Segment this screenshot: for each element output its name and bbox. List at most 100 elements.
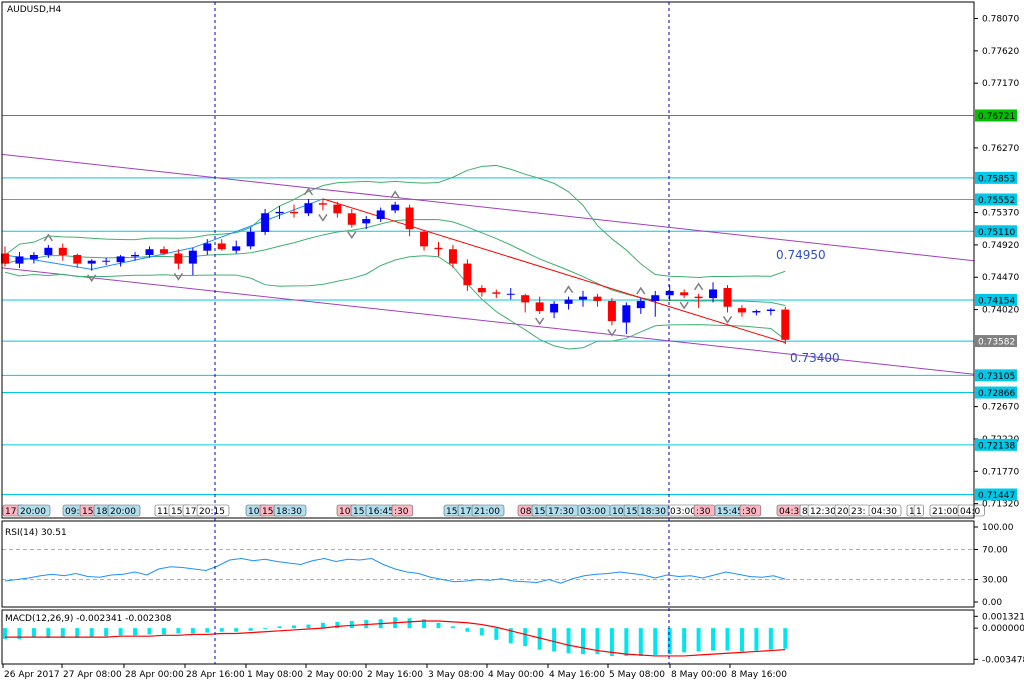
rsi-levels (2, 549, 974, 580)
macd-bar (190, 628, 195, 634)
macd-bar (320, 622, 325, 629)
date-axis[interactable]: 26 Apr 2017 27 Apr 08:00 28 Apr 00:00 28 Ap… (2, 664, 787, 680)
time-tag-text: 10: (248, 507, 262, 517)
macd-bar (595, 628, 600, 655)
time-tag-text: 15: (353, 507, 367, 517)
time-tag-text: 21:00 (474, 507, 500, 517)
macd-bar (118, 628, 123, 636)
price-tick-label: 0.77170 (982, 79, 1019, 89)
price-tick-label: 0.78070 (982, 15, 1019, 25)
candle-body (781, 309, 790, 340)
fractal-down-marker (173, 272, 184, 281)
date-label: 26 Apr 2017 (4, 670, 60, 680)
candle-body (405, 207, 414, 230)
macd-bar (3, 628, 7, 639)
macd-bar (147, 628, 152, 635)
candle-body (275, 211, 284, 214)
time-tag-text: 17: (460, 507, 474, 517)
time-tag-text: 17: (5, 507, 19, 517)
price-tick-label: 0.71320 (982, 500, 1019, 510)
time-tag-text: 18: (96, 507, 110, 517)
time-tag-text: 15: (626, 507, 640, 517)
candle-body (665, 290, 674, 296)
time-tag-text: 15: (262, 507, 276, 517)
candle-body (246, 231, 255, 247)
macd-bar (161, 628, 166, 635)
candles (1, 198, 790, 345)
level-price-text: 0.75110 (978, 228, 1015, 238)
price-tick-label: 0.75370 (982, 209, 1019, 219)
candle-body (333, 204, 342, 214)
time-tag-text: 20 (837, 507, 849, 517)
level-price-text: 0.75853 (978, 174, 1015, 184)
candle-body (261, 213, 270, 232)
fractal-down-marker (679, 301, 689, 310)
candle-body (87, 260, 96, 264)
time-tag-text: 09: (65, 507, 79, 517)
time-tag-text: 10: (612, 507, 626, 517)
macd-bar (277, 626, 282, 629)
candle-body (521, 295, 530, 303)
macd-bar (60, 628, 65, 638)
date-label: 2 May 00:00 (307, 670, 363, 680)
price-tick-label: 0.77620 (982, 47, 1019, 57)
level-price-tag (975, 369, 1017, 382)
time-tag (107, 504, 141, 517)
price-panel[interactable]: AUDUSD,H4 0.74950 0.73400 17: 20:00 09: 15:… (1, 5, 985, 517)
level-price-tag (975, 109, 1017, 122)
macd-bar (335, 621, 340, 629)
rsi-axis[interactable]: 100.00 70.00 30.00 0.00 (974, 523, 1014, 608)
horizontal-levels (2, 114, 974, 495)
time-tag-text: 20:15 (199, 507, 225, 517)
macd-axis[interactable]: 0.001321 0.000000 -0.003478 (974, 612, 1024, 665)
candle-body (766, 309, 775, 312)
rsi-tick-label: 30.00 (982, 576, 1008, 586)
fractal-up-marker (693, 282, 704, 291)
candle-body (217, 243, 226, 250)
channel-upper (1, 153, 975, 262)
candle-body (723, 288, 732, 307)
candle-body (579, 296, 587, 300)
date-label: 4 May 00:00 (488, 670, 544, 680)
macd-label: MACD(12,26,9) -0.002341 -0.002308 (5, 614, 172, 624)
macd-bar (219, 628, 224, 632)
date-label: 28 Apr 16:00 (186, 670, 245, 680)
rsi-panel[interactable]: RSI(14) 30.51 (2, 528, 974, 584)
macd-bar (682, 628, 687, 653)
macd-bar (696, 628, 701, 652)
macd-bar (407, 618, 412, 629)
macd-bar (248, 628, 253, 631)
candle-body (58, 247, 67, 255)
macd-bar (711, 628, 716, 651)
time-tag (471, 504, 505, 517)
time-tag (391, 504, 414, 517)
candle-body (304, 203, 313, 214)
candle-body (477, 288, 486, 293)
candle-body (159, 249, 168, 254)
fractal-up-marker (636, 286, 646, 295)
rsi-tick-label: 100.00 (982, 523, 1014, 533)
macd-bar (739, 628, 744, 652)
price-axis[interactable]: 0.78070 0.77620 0.77170 0.76270 0.75370 0.749… (974, 15, 1019, 510)
time-tag-text: 1 (916, 507, 922, 517)
date-label: 28 Apr 00:00 (125, 670, 184, 680)
time-tag-text: 15:45 (717, 507, 743, 517)
macd-panel[interactable]: MACD(12,26,9) -0.002341 -0.002308 (3, 614, 788, 657)
time-tag-text: 1 (909, 507, 915, 517)
date-label: 8 May 16:00 (731, 670, 787, 680)
time-labels-row: 17: 20:00 09: 15: 18: 20:00 11: 15: 17: 20:15 10: 1… (2, 504, 985, 517)
macd-bar (537, 628, 542, 650)
candle-body (593, 296, 602, 301)
channel-upper-label: 0.74950 (776, 248, 826, 262)
macd-tick-label: -0.003478 (982, 655, 1024, 665)
time-tag-text: 15: (534, 507, 548, 517)
macd-bar (31, 628, 36, 638)
chart-title: AUDUSD,H4 (7, 5, 62, 15)
time-tag-text: 15: (446, 507, 460, 517)
time-tag-text: 04:30 (779, 507, 805, 517)
macd-bar (667, 628, 672, 655)
macd-bar (176, 628, 181, 634)
macd-bar (422, 619, 427, 629)
macd-bar (523, 628, 528, 647)
